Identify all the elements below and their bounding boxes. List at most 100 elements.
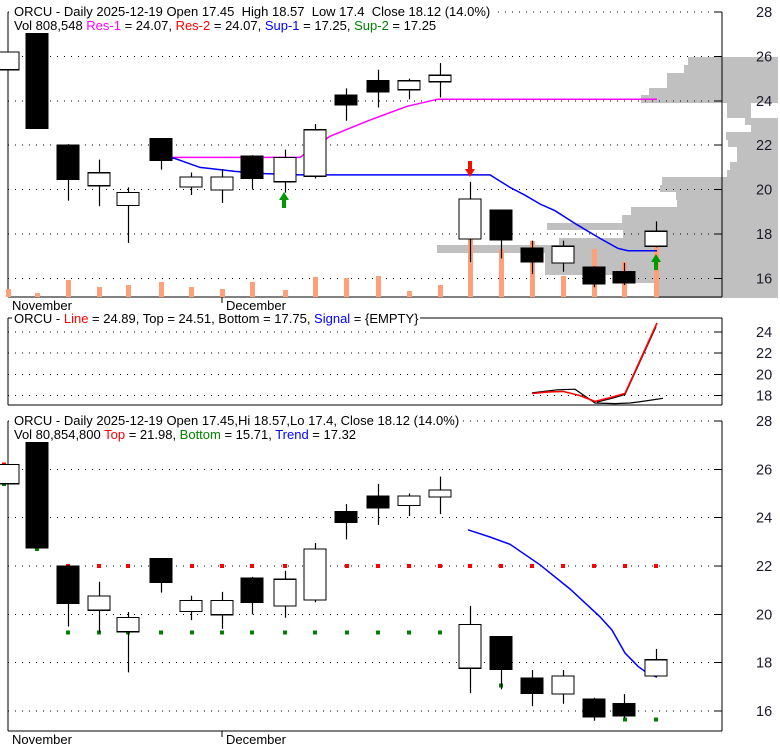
y-axis-label: 16 (756, 704, 772, 720)
candle (366, 80, 390, 93)
header-segment: = 21.98, (125, 427, 180, 442)
indicator-dot (250, 630, 254, 635)
candle (87, 172, 111, 187)
indicator-line (160, 98, 657, 159)
volume-profile-bar (662, 177, 778, 185)
candle (240, 577, 264, 603)
indicator-dot (376, 564, 380, 569)
y-axis-label: 22 (756, 346, 772, 362)
header-segment: = 24.07, (210, 18, 265, 33)
y-axis-label: 20 (756, 367, 772, 383)
volume-profile-bar (631, 207, 778, 215)
candle (87, 595, 111, 611)
indicator-dot (592, 564, 596, 569)
header-segment: Sup-1 (264, 18, 300, 33)
header-segment: Line (63, 311, 89, 326)
header-segment: = 24.89, Top = 24.51, Bottom = 17.75, (88, 311, 315, 326)
indicator-dot (66, 630, 70, 635)
indicator-dot (313, 630, 317, 635)
indicator-dot (468, 564, 472, 569)
header-segment: Trend (275, 427, 309, 442)
header-segment: Res-2 (175, 18, 211, 33)
candle (520, 677, 544, 694)
indicator-dot (438, 630, 442, 635)
y-axis-label: 26 (756, 462, 772, 478)
volume-profile-bar (737, 155, 778, 162)
y-axis-label: 16 (756, 271, 772, 287)
indicator-line (531, 388, 664, 405)
indicator-line (160, 155, 657, 252)
volume-bar (376, 276, 381, 297)
volume-profile-bar (658, 290, 778, 298)
volume-bar (499, 249, 504, 297)
y-axis-label: 18 (756, 389, 772, 405)
indicator-dot (345, 564, 349, 569)
volume-profile-bar (545, 253, 778, 261)
candle (210, 599, 234, 616)
signal-arrow-up-icon (651, 254, 661, 262)
volume-profile-bar (726, 132, 778, 140)
volume-profile-bar (622, 215, 778, 223)
volume-bar (250, 282, 255, 297)
x-axis-label-december-bottom: December (226, 732, 286, 745)
candle (489, 209, 513, 241)
candle (56, 565, 80, 605)
indicator-dot (345, 630, 349, 635)
indicator-dot (97, 564, 101, 569)
candle (397, 80, 421, 91)
top-price-panel: 28 26 24 22 20 18 16 (0, 5, 778, 303)
header-segment: Vol 808,548 (14, 18, 87, 33)
volume-profile-bar (545, 268, 778, 275)
candle (179, 599, 203, 613)
header-segment: ORCU - (14, 311, 64, 326)
candle (25, 31, 49, 130)
candle (273, 578, 297, 607)
candle (273, 156, 297, 183)
x-axis-label-december-top: December (226, 298, 286, 313)
y-axis-label: 24 (756, 325, 772, 341)
volume-bar (220, 289, 225, 297)
header-segment: = 17.25, (299, 18, 355, 33)
volume-profile-bar (737, 147, 778, 155)
x-axis-label-november-bottom: November (12, 732, 72, 745)
volume-profile-bar (660, 185, 778, 192)
volume-profile-bar (730, 162, 778, 170)
volume-profile-bar (559, 238, 778, 245)
y-axis-label: 18 (756, 227, 772, 243)
candle (458, 623, 482, 669)
volume-bar (126, 285, 131, 297)
y-axis-label: 24 (756, 511, 772, 527)
volume-profile-bar (728, 140, 778, 147)
y-axis-label: 20 (756, 607, 772, 623)
indicator-dot (250, 564, 254, 569)
signal-arrow-down-icon (465, 169, 475, 177)
volume-bar (66, 280, 71, 297)
candle (334, 510, 358, 523)
indicator-dot (654, 564, 658, 569)
volume-bar (561, 276, 566, 297)
candle (644, 230, 668, 247)
bottom-price-panel: 28 26 24 22 20 18 16 (0, 414, 772, 737)
header-segment: = 24.07, (120, 18, 176, 33)
candle (397, 495, 421, 507)
candle (303, 129, 327, 177)
candle (612, 703, 636, 717)
y-axis-label: 22 (756, 138, 772, 154)
indicator-dot (220, 564, 224, 569)
volume-profile-bar (727, 170, 778, 177)
volume-bar (189, 287, 194, 297)
candle (179, 176, 203, 188)
candle (210, 176, 234, 191)
header-segment: Sup-2 (354, 18, 389, 33)
candle (428, 74, 452, 83)
indicator-line (467, 529, 658, 678)
indicator-dot (190, 630, 194, 635)
candle (520, 247, 544, 263)
header-segment: Signal (314, 311, 351, 326)
indicator-dot (283, 630, 287, 635)
header-segment: = {EMPTY} (350, 311, 419, 326)
indicator-dot (283, 564, 287, 569)
indicator-dot (35, 547, 39, 552)
volume-bar (407, 291, 412, 297)
